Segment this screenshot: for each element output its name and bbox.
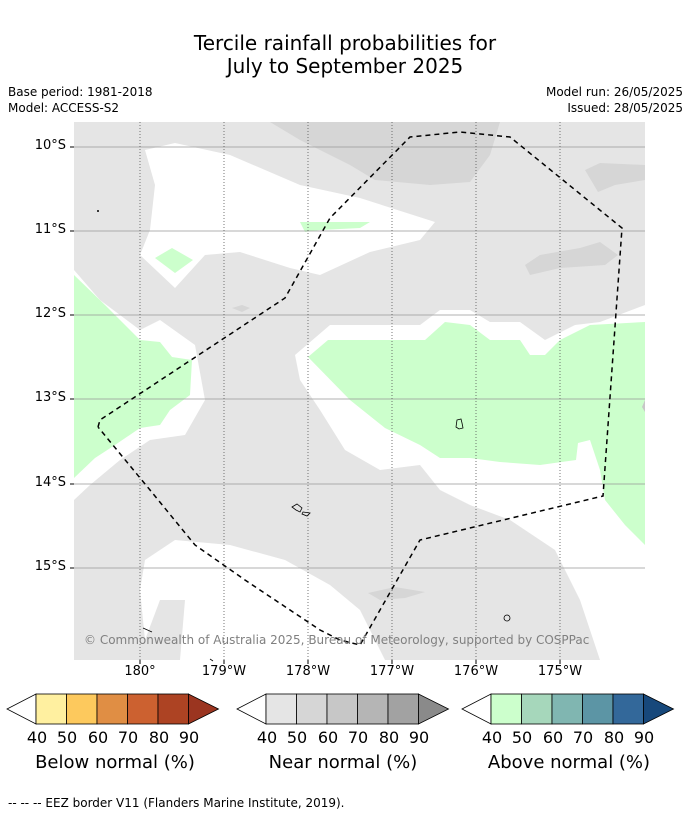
near-normal-mid-patch-south [368, 587, 425, 600]
lon-label-178w: 178°W [285, 664, 331, 679]
tick-label: 80 [603, 728, 625, 747]
map-title-line2: July to September 2025 [226, 54, 464, 78]
near-normal-mid-patch-north [270, 122, 500, 185]
tick-label: 80 [378, 728, 400, 747]
above-normal-patch-north [300, 222, 370, 232]
lon-label-177w: 177°W [369, 664, 415, 679]
colorbar-segment [357, 693, 389, 725]
axis-ticks [70, 146, 561, 664]
colorbar-segment [326, 693, 358, 725]
lon-label-179w: 179°W [201, 664, 247, 679]
legend-title-below: Below normal (%) [35, 752, 195, 773]
map-canvas [70, 122, 645, 664]
tick-label: 70 [117, 728, 139, 747]
tick-label: 70 [347, 728, 369, 747]
colorbar-segment [521, 693, 553, 725]
near-normal-mid-patch-east2 [525, 242, 618, 275]
no-dominant-region-north [140, 143, 435, 288]
copyright-notice: © Commonwealth of Australia 2025, Bureau… [84, 633, 590, 647]
tick-label: 40 [256, 728, 278, 747]
colorbar-segment [127, 693, 159, 725]
near-normal-mid-edge [642, 400, 645, 412]
lon-label-175w: 175°W [537, 664, 583, 679]
colorbar-segment [35, 693, 67, 725]
tick-label: 60 [317, 728, 339, 747]
colorbar-extend-low [6, 693, 37, 725]
colorbar-extend-high [643, 693, 675, 725]
legend-title-near: Near normal (%) [268, 752, 418, 773]
lon-label-180: 180° [124, 664, 156, 679]
tick-label: 70 [572, 728, 594, 747]
island-dot [97, 210, 99, 212]
tick-label: 40 [481, 728, 503, 747]
colorbar-below-normal [6, 693, 220, 725]
colorbar-extend-high [188, 693, 220, 725]
colorbar-segment [296, 693, 328, 725]
base-period: Base period: 1981-2018 [8, 85, 153, 99]
tick-label: 50 [511, 728, 533, 747]
above-normal-region-west [74, 275, 192, 478]
island-outline-4 [503, 614, 511, 622]
near-normal-mid-dot [232, 305, 250, 312]
island-outline-5 [142, 627, 153, 633]
legend-title-above: Above normal (%) [487, 752, 651, 773]
tick-label: 90 [408, 728, 430, 747]
model-name: Model: ACCESS-S2 [8, 101, 120, 115]
tick-label: 60 [542, 728, 564, 747]
colorbar-segment [551, 693, 583, 725]
model-run: Model run: 26/05/2025 [545, 85, 683, 99]
lon-label-176w: 176°W [453, 664, 499, 679]
colorbar-extend-low [461, 693, 492, 725]
colorbar-extend-high [418, 693, 450, 725]
colorbar-segment [265, 693, 297, 725]
island-outline-2 [291, 503, 303, 513]
lat-label-14s: 14°S [34, 475, 66, 490]
colorbar-above-normal [461, 693, 675, 725]
island-outline-3 [301, 511, 311, 517]
near-normal-mid-patch-east [585, 163, 645, 192]
island-outline-1 [455, 418, 464, 430]
tick-label: 40 [26, 728, 48, 747]
above-normal-patch-small [155, 248, 193, 273]
colorbar-segment [96, 693, 128, 725]
no-dominant-region-south [140, 540, 385, 660]
colorbar-segment [66, 693, 98, 725]
colorbar-near-normal [236, 693, 450, 725]
lat-label-11s: 11°S [34, 222, 66, 237]
tick-label: 80 [148, 728, 170, 747]
tick-label: 90 [178, 728, 200, 747]
tick-label: 50 [286, 728, 308, 747]
colorbar-extend-low [236, 693, 267, 725]
colorbar-segment [387, 693, 419, 725]
lat-label-12s: 12°S [34, 306, 66, 321]
tick-label: 50 [56, 728, 78, 747]
tick-label: 60 [87, 728, 109, 747]
eez-footnote: -- -- -- EEZ border V11 (Flanders Marine… [8, 796, 345, 810]
lat-label-13s: 13°S [34, 390, 66, 405]
map-title-line1: Tercile rainfall probabilities for [193, 31, 497, 55]
colorbar-segment [157, 693, 189, 725]
colorbar-segment [612, 693, 644, 725]
island-outline-6 [209, 658, 214, 662]
issued-date: Issued: 28/05/2025 [567, 101, 683, 115]
lat-label-15s: 15°S [34, 559, 66, 574]
eez-border [97, 131, 623, 646]
latitude-gridlines [74, 146, 645, 569]
colorbar-segment [582, 693, 614, 725]
lat-label-10s: 10°S [34, 138, 66, 153]
tick-label: 90 [633, 728, 655, 747]
colorbar-segment [490, 693, 522, 725]
